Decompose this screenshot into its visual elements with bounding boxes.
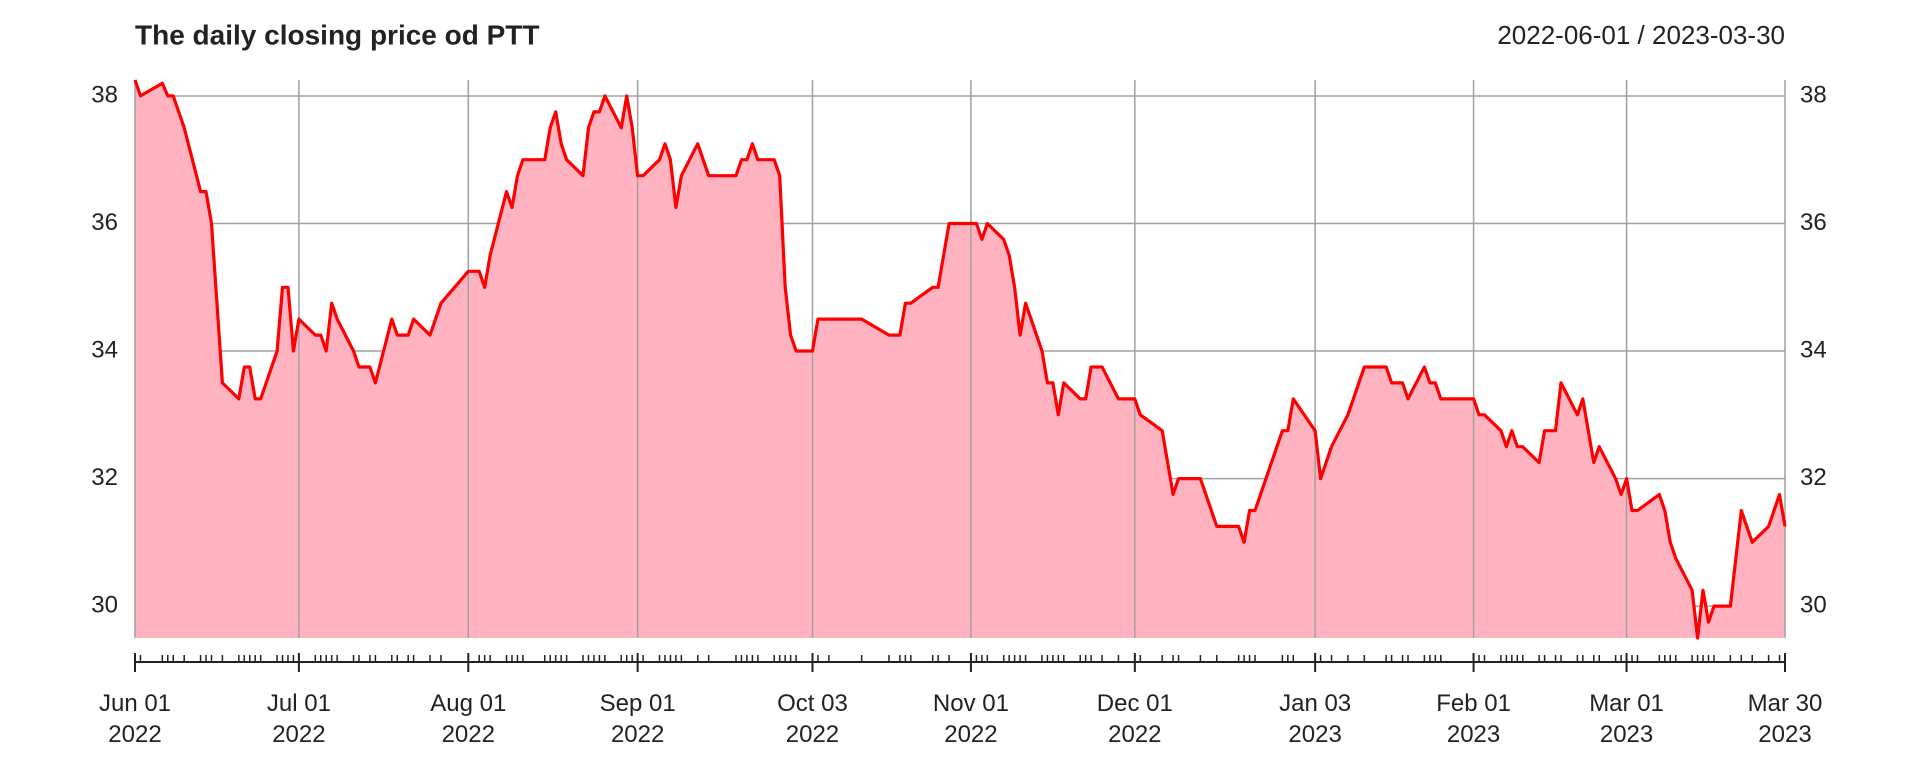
y2-tick-label: 30 — [1800, 591, 1827, 618]
x-tick-label: Jun 01 2022 — [98, 690, 172, 748]
x-tick-label: Jul 01 2022 — [266, 690, 331, 748]
y2-tick-label: 32 — [1800, 464, 1827, 491]
line — [133, 79, 1787, 640]
area — [135, 80, 1785, 638]
x-tick-label: Mar 01 2023 — [1589, 690, 1664, 748]
x-tick-label: Feb 01 2023 — [1436, 690, 1511, 748]
y-tick-label: 34 — [91, 336, 118, 363]
x-tick-label: Dec 01 2022 — [1096, 690, 1173, 748]
x-tick-label: Aug 01 2022 — [430, 690, 507, 748]
y-tick-label: 32 — [91, 464, 118, 491]
chart-subtitle: 2022-06-01 / 2023-03-30 — [1497, 20, 1785, 50]
x-tick-label: Sep 01 2022 — [599, 690, 676, 748]
y2-tick-label: 38 — [1800, 81, 1827, 108]
y2-tick-label: 34 — [1800, 336, 1827, 363]
y2-tick-label: 36 — [1800, 209, 1827, 236]
y-tick-label: 36 — [91, 209, 118, 236]
x-tick-label: Jan 03 2023 — [1279, 690, 1352, 748]
y-tick-label: 30 — [91, 591, 118, 618]
x-tick-label: Mar 30 2023 — [1747, 690, 1823, 748]
chart-title: The daily closing price od PTT — [135, 19, 540, 50]
x-tick-label: Nov 01 2022 — [932, 690, 1009, 748]
y-tick-label: 38 — [91, 81, 118, 108]
x-tick-label: Oct 03 2022 — [777, 690, 848, 748]
